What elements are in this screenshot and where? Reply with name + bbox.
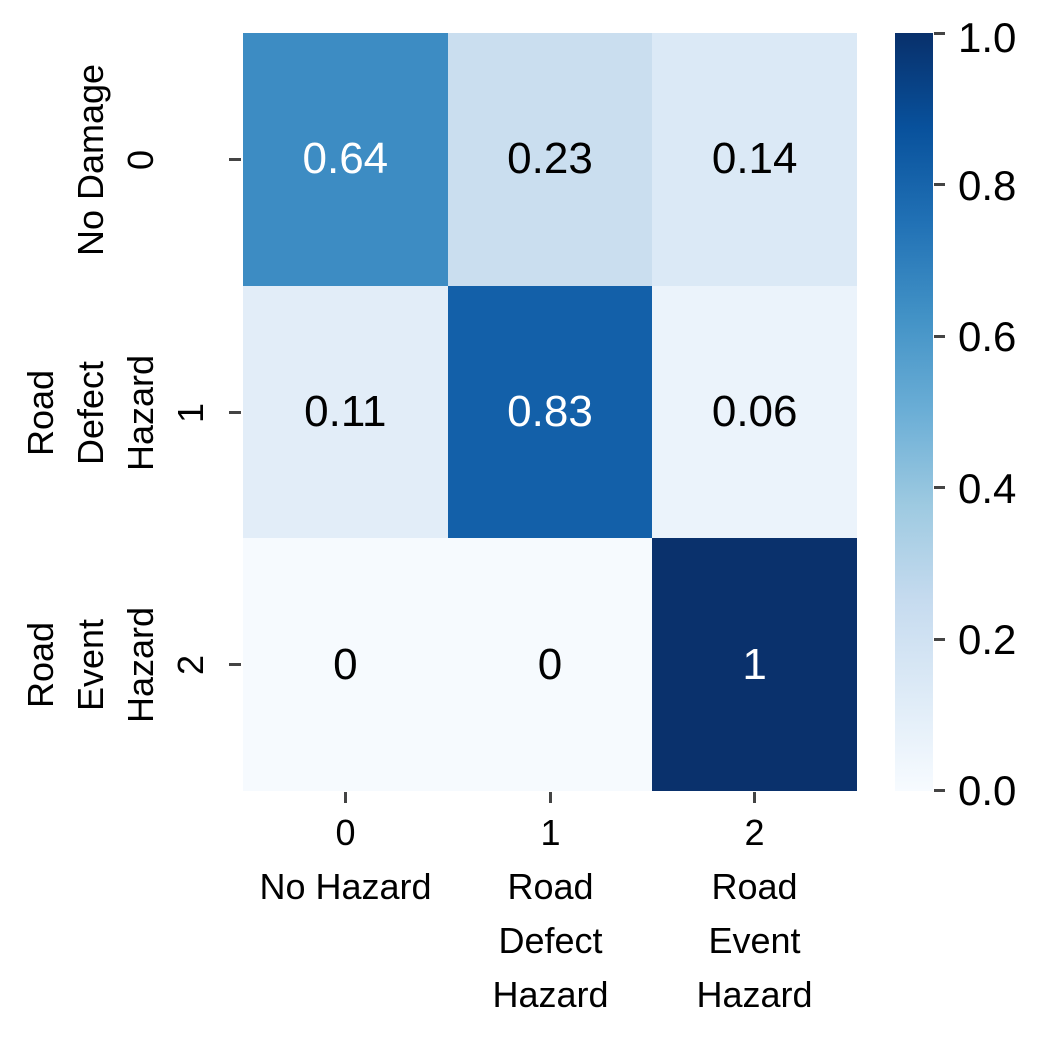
y-label-line: 0 <box>120 149 161 170</box>
x-label-line: Event <box>708 920 801 961</box>
heatmap-cell-r0c0: 0.64 <box>243 33 448 286</box>
colorbar-tick <box>934 32 945 35</box>
x-label-line: 0 <box>335 812 356 853</box>
heatmap-cell-r1c2: 0.06 <box>652 285 857 539</box>
y-axis-tick <box>229 158 241 161</box>
colorbar-tick <box>934 486 945 489</box>
y-label-line: Hazard <box>120 606 161 723</box>
x-tick-label-col2: 2 Road Event Hazard <box>652 806 857 1041</box>
x-axis-tick <box>753 792 756 803</box>
x-label-line: Hazard <box>492 974 609 1015</box>
x-axis-tick <box>344 792 347 803</box>
x-label-line: Defect <box>498 920 603 961</box>
colorbar-tick <box>934 789 945 792</box>
colorbar-tick-label: 0.0 <box>958 767 1017 814</box>
y-tick-label-row2: Road Event Hazard 2 <box>0 538 232 791</box>
y-tick-label-row0-text: No Damage 0 <box>66 63 166 255</box>
x-tick-label-col1: 1 Road Defect Hazard <box>448 806 653 1041</box>
x-label-line: No Hazard <box>259 866 432 907</box>
heatmap-cell-r1c0: 0.11 <box>243 285 448 539</box>
colorbar-tick-label: 0.8 <box>958 162 1017 209</box>
x-label-line: 2 <box>744 812 765 853</box>
y-axis-tick <box>229 663 241 666</box>
y-tick-label-row1-text: Road Defect Hazard 1 <box>16 354 216 470</box>
y-label-line: No Damage <box>70 63 111 256</box>
colorbar-tick-label: 1.0 <box>958 14 1017 61</box>
y-axis-tick <box>229 411 241 414</box>
colorbar-tick <box>934 335 945 338</box>
y-label-line: 1 <box>170 402 211 423</box>
colorbar-tick-label: 0.2 <box>958 616 1017 663</box>
heatmap-cell-r0c2: 0.14 <box>652 33 857 286</box>
heatmap-grid: 0.64 0.23 0.14 0.11 0.83 0.06 0 0 1 <box>243 33 857 791</box>
y-label-line: Event <box>70 618 111 711</box>
heatmap-cell-r2c0: 0 <box>243 538 448 791</box>
y-label-line: Road <box>20 621 61 708</box>
colorbar-tick <box>934 638 945 641</box>
heatmap-cell-r0c1: 0.23 <box>447 33 653 286</box>
y-label-line: Road <box>20 369 61 456</box>
y-tick-label-row0: No Damage 0 <box>0 33 232 286</box>
colorbar-tick-label: 0.6 <box>958 313 1017 360</box>
heatmap-cell-r2c2: 1 <box>652 538 857 791</box>
heatmap-cell-r1c1: 0.83 <box>447 285 653 539</box>
x-axis-tick <box>549 792 552 803</box>
x-label-line: Road <box>507 866 594 907</box>
y-tick-label-row2-text: Road Event Hazard 2 <box>16 606 216 722</box>
x-label-line: Hazard <box>696 974 813 1015</box>
x-label-line: Road <box>711 866 798 907</box>
heatmap-cell-r2c1: 0 <box>447 538 653 791</box>
x-tick-label-col0: 0 No Hazard <box>243 806 448 1041</box>
colorbar-tick-label: 0.4 <box>958 465 1017 512</box>
y-label-line: Hazard <box>120 354 161 471</box>
x-label-line: 1 <box>540 812 561 853</box>
y-label-line: Defect <box>70 360 111 465</box>
colorbar-gradient <box>895 33 933 791</box>
colorbar-tick <box>934 183 945 186</box>
y-label-line: 2 <box>170 654 211 675</box>
y-tick-label-row1: Road Defect Hazard 1 <box>0 286 232 539</box>
